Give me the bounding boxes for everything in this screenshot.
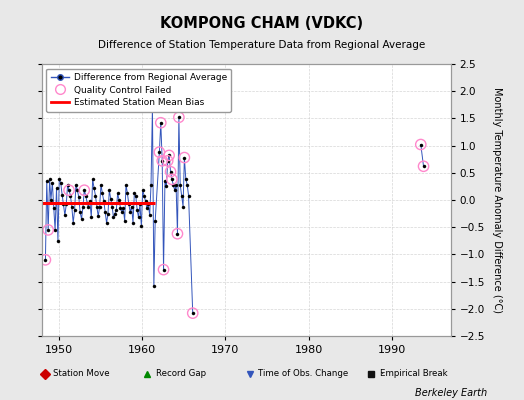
Point — [65, 187, 73, 194]
Point — [174, 114, 183, 120]
Point — [157, 120, 165, 126]
Point — [419, 163, 428, 170]
Point — [155, 149, 163, 155]
Text: Empirical Break: Empirical Break — [380, 370, 447, 378]
Point — [168, 176, 176, 182]
Text: Station Move: Station Move — [53, 370, 110, 378]
Point — [417, 141, 425, 148]
Y-axis label: Monthly Temperature Anomaly Difference (°C): Monthly Temperature Anomaly Difference (… — [492, 87, 502, 313]
Point — [165, 152, 173, 158]
Point — [148, 103, 157, 110]
Text: Difference of Station Temperature Data from Regional Average: Difference of Station Temperature Data f… — [99, 40, 425, 50]
Point — [159, 266, 168, 273]
Point — [44, 227, 52, 233]
Text: Berkeley Earth: Berkeley Earth — [415, 388, 487, 398]
Point — [163, 158, 172, 164]
Point — [180, 154, 189, 161]
Point — [189, 310, 197, 316]
Point — [41, 257, 50, 263]
Text: Record Gap: Record Gap — [156, 370, 206, 378]
Text: Time of Obs. Change: Time of Obs. Change — [258, 370, 348, 378]
Point — [173, 230, 182, 237]
Point — [166, 168, 174, 175]
Legend: Difference from Regional Average, Quality Control Failed, Estimated Station Mean: Difference from Regional Average, Qualit… — [47, 68, 231, 112]
Text: KOMPONG CHAM (VDKC): KOMPONG CHAM (VDKC) — [160, 16, 364, 31]
Point — [80, 187, 89, 194]
Point — [158, 158, 167, 164]
